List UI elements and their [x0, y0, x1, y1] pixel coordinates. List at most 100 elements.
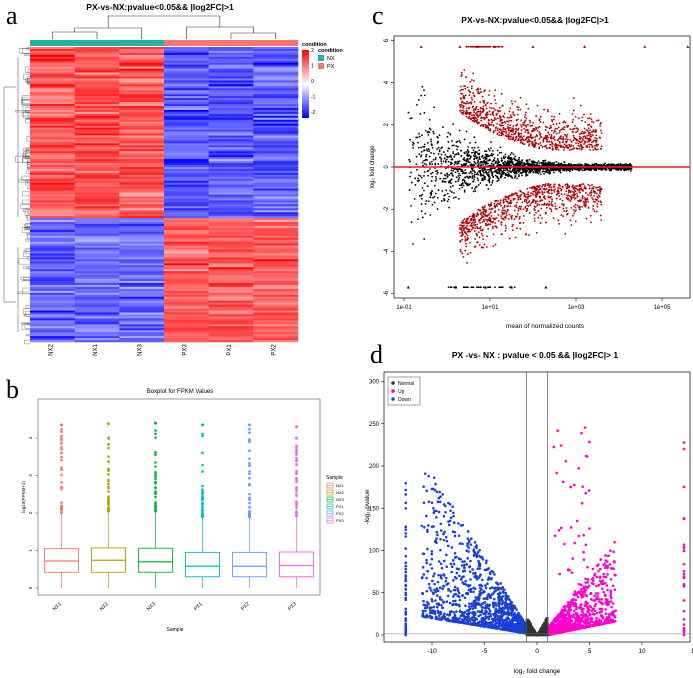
ma-point-significant — [541, 185, 543, 188]
ma-point-significant — [558, 195, 561, 197]
ma-point-significant — [519, 197, 522, 200]
ma-point-significant — [488, 110, 491, 113]
heatmap-cell — [30, 245, 75, 248]
dendrogram-branch — [107, 15, 221, 28]
heatmap-cell — [30, 166, 75, 170]
ma-point — [426, 141, 429, 144]
heatmap-cell — [164, 131, 209, 134]
heatmap-cell — [208, 263, 254, 266]
heatmap-cell — [74, 288, 120, 292]
ma-point-significant — [510, 100, 513, 102]
ma-point-significant — [545, 206, 548, 209]
ma-point — [483, 159, 486, 162]
ma-point — [532, 171, 535, 174]
panel-letter-b: b — [6, 375, 19, 404]
ma-point — [454, 196, 457, 199]
ma-point-significant — [554, 207, 557, 210]
dendrogram-branch — [21, 227, 30, 233]
box-body — [138, 547, 173, 573]
ma-point-significant — [583, 201, 586, 204]
heatmap-cell — [119, 88, 165, 91]
heatmap-cell — [74, 283, 120, 286]
heatmap-cell — [208, 104, 254, 107]
ma-point-significant — [488, 208, 491, 211]
ma-point — [429, 196, 432, 199]
ma-point-significant — [584, 192, 587, 194]
ma-point — [497, 177, 500, 180]
heatmap-cell — [164, 233, 209, 237]
ma-point-significant — [540, 144, 542, 147]
heatmap-cell — [30, 310, 75, 313]
ma-point-significant — [588, 146, 591, 148]
heatmap-cell — [30, 121, 75, 124]
ma-point — [409, 175, 411, 178]
box-outlier — [248, 457, 251, 460]
ma-point — [491, 154, 494, 157]
ma-point-significant — [461, 238, 464, 241]
ma-point-significant — [480, 117, 482, 120]
heatmap-cell — [164, 190, 209, 193]
ma-point — [510, 160, 512, 162]
dendrogram-branch — [20, 276, 30, 281]
ma-point — [432, 158, 435, 161]
ma-point — [474, 154, 477, 157]
heatmap-cell — [253, 253, 299, 256]
ma-point — [430, 180, 433, 182]
heatmap-cell — [253, 106, 299, 109]
condition-bar — [30, 40, 299, 46]
heatmap-cell — [164, 204, 209, 207]
ma-point — [496, 176, 499, 178]
ma-point — [408, 189, 411, 191]
heatmap-cell — [119, 229, 165, 233]
heatmap-cell — [30, 48, 75, 52]
ma-point-significant — [505, 227, 507, 230]
heatmap-cell — [30, 265, 75, 268]
heatmap-cell — [119, 206, 165, 209]
ma-point — [431, 171, 434, 174]
heatmap-cell — [30, 102, 75, 105]
heatmap-legend: condition 210-1-2 condition NX PX — [302, 42, 343, 118]
heatmap-cell — [253, 334, 299, 337]
heatmap-cell — [208, 165, 254, 168]
ma-point — [442, 151, 445, 153]
ma-point-significant — [553, 115, 556, 118]
heatmap-cell — [208, 98, 254, 101]
y-tick-label: 1 — [28, 549, 33, 552]
heatmap-cell — [74, 190, 120, 193]
heatmap-cell — [30, 267, 75, 270]
ma-point — [491, 173, 494, 176]
heatmap-cell — [164, 176, 209, 180]
heatmap-cell — [208, 109, 254, 113]
ma-point-significant — [569, 128, 572, 131]
ma-point-significant — [480, 229, 482, 232]
ma-point — [426, 149, 429, 152]
ma-point-significant — [530, 192, 532, 194]
ma-point-significant — [478, 219, 481, 222]
heatmap-cell — [74, 123, 120, 126]
heatmap-cell — [30, 314, 75, 317]
ma-point-significant — [585, 200, 587, 203]
ma-point — [430, 172, 432, 175]
ma-point-significant — [560, 135, 563, 138]
ma-point-significant — [564, 138, 567, 140]
heatmap-cell — [208, 163, 254, 166]
ma-point — [430, 143, 433, 146]
ma-point-significant — [474, 107, 477, 110]
heatmap-cell — [253, 54, 299, 58]
ma-point-significant — [570, 140, 573, 143]
ma-point-significant — [474, 227, 477, 230]
heatmap-cell — [74, 70, 120, 73]
box-outlier — [154, 477, 157, 481]
ma-point-significant — [492, 114, 495, 117]
dendrogram-branch — [27, 114, 30, 118]
ma-point-significant — [473, 246, 476, 248]
heatmap-cell — [253, 155, 299, 158]
ma-point-significant — [500, 118, 503, 121]
ma-point — [489, 159, 491, 161]
heatmap-cell — [253, 60, 299, 64]
heatmap-cell — [253, 157, 299, 160]
heatmap-cell — [208, 231, 254, 235]
dendrogram-branch — [26, 168, 30, 170]
heatmap-cell — [30, 204, 75, 207]
ma-point-significant — [474, 238, 476, 240]
